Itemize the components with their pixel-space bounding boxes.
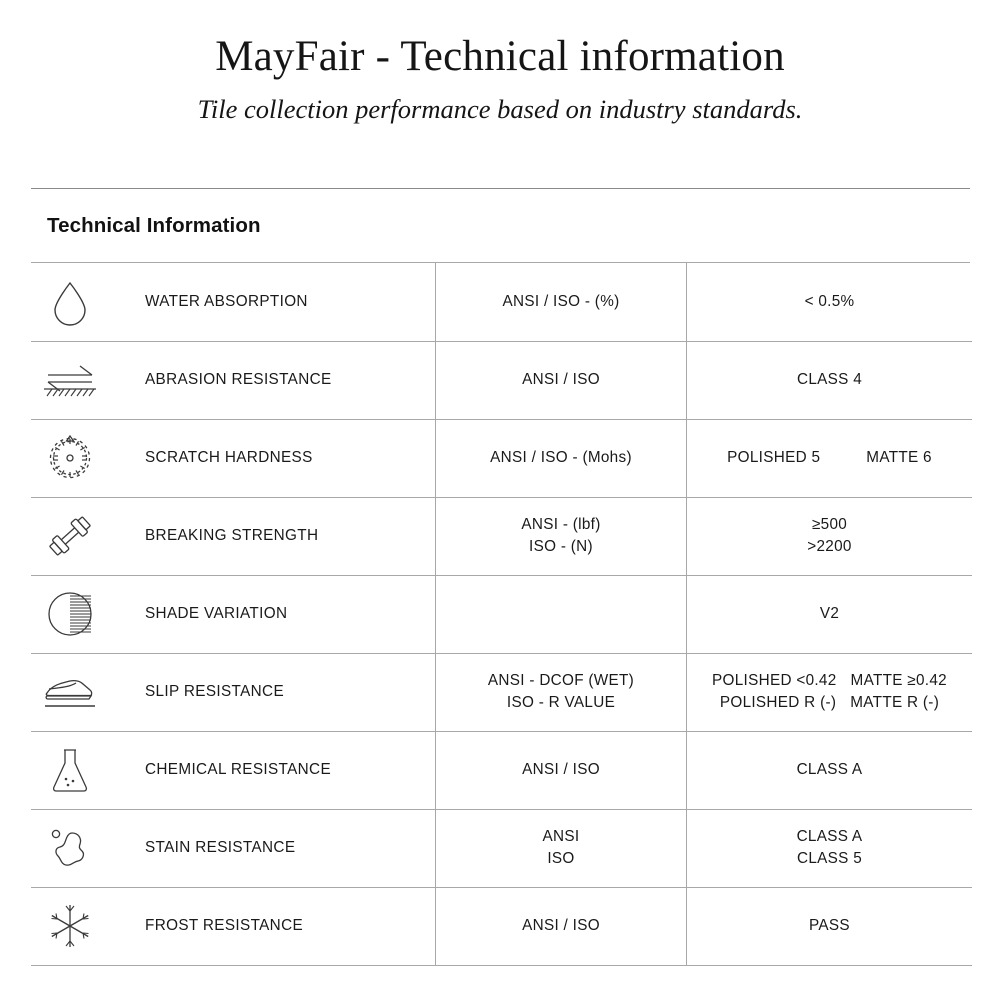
standard-line-1: ANSI	[542, 828, 580, 846]
section-header-bottom-rule	[31, 262, 970, 263]
value-polished-dcof: POLISHED <0.42	[712, 672, 837, 690]
page-subtitle: Tile collection performance based on ind…	[197, 94, 803, 125]
standard-line-1: ANSI - (lbf)	[521, 516, 601, 534]
standard-cell: ANSI - DCOF (WET) ISO - R VALUE	[435, 653, 687, 732]
spec-table-block: Technical Information WATER ABSORPTION	[31, 188, 972, 966]
value-cell: POLISHED <0.42 MATTE ≥0.42 POLISHED R (-…	[686, 653, 972, 732]
standard-line-1: ANSI - DCOF (WET)	[487, 672, 635, 690]
abrasion-arrows-icon	[31, 341, 109, 420]
value-matte-r: MATTE R (-)	[850, 694, 940, 711]
standard-line-2: ISO - R VALUE	[506, 694, 616, 711]
table-row: ABRASION RESISTANCE ANSI / ISO CLASS 4	[31, 341, 972, 420]
table-row: SLIP RESISTANCE ANSI - DCOF (WET) ISO - …	[31, 653, 972, 732]
standard-cell: ANSI / ISO - (Mohs)	[435, 419, 687, 498]
value-cell: V2	[686, 575, 972, 654]
property-label: CHEMICAL RESISTANCE	[109, 731, 436, 810]
property-label: SLIP RESISTANCE	[109, 653, 436, 732]
value-polished-r: POLISHED R (-)	[719, 694, 837, 711]
value-matte-dcof: MATTE ≥0.42	[850, 672, 947, 690]
snowflake-icon	[31, 887, 109, 966]
value-cell: CLASS A	[686, 731, 972, 810]
standard-line-2: ISO - (N)	[529, 538, 593, 555]
value-cell: < 0.5%	[686, 263, 972, 342]
dumbbell-icon	[31, 497, 109, 576]
value-cell: POLISHED 5 MATTE 6	[686, 419, 972, 498]
standard-cell: ANSI / ISO - (%)	[435, 263, 687, 342]
value-polished: POLISHED 5	[727, 449, 821, 467]
table-row: SCRATCH HARDNESS ANSI / ISO - (Mohs) POL…	[31, 419, 972, 498]
property-label: BREAKING STRENGTH	[109, 497, 436, 576]
table-row: STAIN RESISTANCE ANSI ISO CLASS A CLASS …	[31, 809, 972, 888]
standard-cell: ANSI ISO	[435, 809, 687, 888]
table-row: BREAKING STRENGTH ANSI - (lbf) ISO - (N)…	[31, 497, 972, 576]
standard-cell: ANSI / ISO	[435, 887, 687, 966]
value-line-1: CLASS A	[796, 828, 863, 846]
property-label: WATER ABSORPTION	[109, 263, 436, 342]
value-cell: CLASS A CLASS 5	[686, 809, 972, 888]
table-row: SHADE VARIATION V2	[31, 575, 972, 654]
value-line-1: ≥500	[811, 516, 848, 534]
property-label: SCRATCH HARDNESS	[109, 419, 436, 498]
page-title: MayFair - Technical information	[215, 33, 785, 80]
water-drop-icon	[31, 263, 109, 342]
value-cell: ≥500 >2200	[686, 497, 972, 576]
value-line-2: >2200	[807, 538, 852, 555]
flask-icon	[31, 731, 109, 810]
property-label: SHADE VARIATION	[109, 575, 436, 654]
gear-icon	[31, 419, 109, 498]
value-matte: MATTE 6	[866, 449, 932, 467]
table-row: FROST RESISTANCE ANSI / ISO PASS	[31, 887, 972, 966]
section-header: Technical Information	[31, 189, 970, 262]
standard-cell: ANSI - (lbf) ISO - (N)	[435, 497, 687, 576]
value-line-2: CLASS 5	[796, 850, 863, 867]
standard-cell: ANSI / ISO	[435, 731, 687, 810]
value-cell: CLASS 4	[686, 341, 972, 420]
section-header-label: Technical Information	[47, 213, 261, 237]
standard-cell	[435, 575, 687, 654]
property-label: FROST RESISTANCE	[109, 887, 436, 966]
table-top-rule	[31, 188, 970, 189]
document-header: MayFair - Technical information Tile col…	[0, 0, 1000, 126]
table-row: WATER ABSORPTION ANSI / ISO - (%) < 0.5%	[31, 263, 972, 342]
shoe-icon	[31, 653, 109, 732]
shade-circle-icon	[31, 575, 109, 654]
property-label: STAIN RESISTANCE	[109, 809, 436, 888]
property-label: ABRASION RESISTANCE	[109, 341, 436, 420]
technical-spec-table: WATER ABSORPTION ANSI / ISO - (%) < 0.5%	[31, 263, 972, 966]
standard-cell: ANSI / ISO	[435, 341, 687, 420]
standard-line-2: ISO	[547, 850, 575, 867]
table-row: CHEMICAL RESISTANCE ANSI / ISO CLASS A	[31, 731, 972, 810]
stain-blob-icon	[31, 809, 109, 888]
value-cell: PASS	[686, 887, 972, 966]
